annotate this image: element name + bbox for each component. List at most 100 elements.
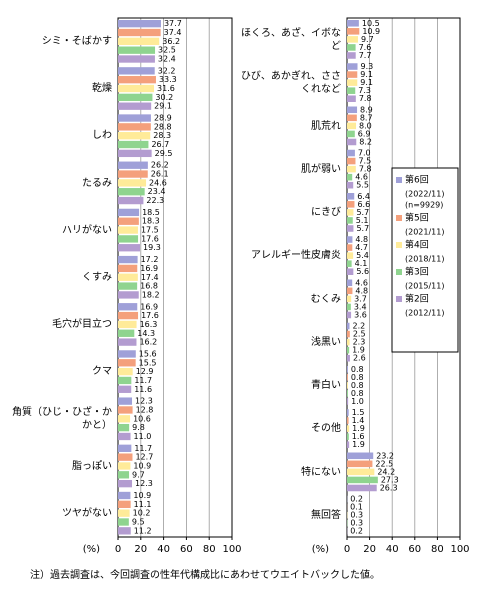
bar <box>347 484 377 492</box>
value-label: 26.3 <box>380 483 398 492</box>
bar <box>347 330 350 338</box>
value-label: 8.9 <box>360 105 373 114</box>
bar <box>347 44 356 51</box>
value-label: 7.8 <box>359 94 372 103</box>
value-label: 16.9 <box>140 264 158 273</box>
bar <box>347 425 350 432</box>
value-label: 9.1 <box>360 78 373 87</box>
bar <box>118 291 139 299</box>
bar <box>347 193 355 200</box>
value-label: 11.2 <box>134 526 152 535</box>
value-label: 11.6 <box>134 385 152 394</box>
value-label: 0.3 <box>350 519 363 528</box>
value-label: 26.1 <box>151 170 169 179</box>
bar <box>118 217 139 225</box>
bar <box>118 338 137 346</box>
value-label: 4.1 <box>355 259 368 268</box>
bar <box>118 453 133 461</box>
value-label: 3.6 <box>354 310 367 319</box>
value-label: 2.3 <box>353 338 366 347</box>
value-label: 11.7 <box>134 376 152 385</box>
value-label: 5.5 <box>356 181 369 190</box>
category-label: ツヤがない <box>62 507 112 519</box>
bar <box>118 123 151 131</box>
value-label: 32.2 <box>158 66 176 75</box>
bar <box>347 165 356 173</box>
value-label: 23.2 <box>376 451 394 460</box>
value-label: 33.3 <box>159 75 177 84</box>
category-label: 浅黒い <box>311 336 341 348</box>
legend-label: 第2回 <box>405 293 429 305</box>
category-label: 脂っぽい <box>72 460 112 472</box>
x-tick-label: 80 <box>203 544 216 555</box>
bar <box>347 268 354 275</box>
value-label: 10.5 <box>362 19 380 28</box>
bar <box>118 509 130 517</box>
category-label: クマ <box>92 366 112 378</box>
value-label: 32.4 <box>158 55 176 64</box>
value-label: 0.8 <box>351 389 364 398</box>
value-label: 5.7 <box>356 208 369 217</box>
value-label: 9.1 <box>360 70 373 79</box>
value-label: 5.6 <box>356 267 369 276</box>
category-label: 角質（ひじ・ひざ・かかと） <box>12 407 112 432</box>
value-label: 2.6 <box>353 354 366 363</box>
bar <box>347 366 348 373</box>
value-label: 1.9 <box>352 424 365 433</box>
value-label: 28.9 <box>154 114 172 123</box>
value-label: 10.2 <box>133 509 151 518</box>
bar <box>347 433 349 440</box>
value-label: 15.6 <box>139 349 157 358</box>
legend-label: 第5回 <box>405 212 429 224</box>
bar <box>118 282 138 290</box>
category-label: 乾燥 <box>92 83 112 95</box>
value-label: 16.8 <box>140 282 158 291</box>
category-label: ほくろ、あざ、イボなど <box>241 27 341 52</box>
bar <box>347 311 352 319</box>
value-label: 36.2 <box>162 37 180 46</box>
x-tick-label: 20 <box>134 544 147 555</box>
x-tick-label: 80 <box>431 544 444 555</box>
bar <box>347 201 355 208</box>
value-label: 0.2 <box>350 527 363 536</box>
value-label: 26.7 <box>151 140 169 149</box>
bar <box>118 208 140 217</box>
bar <box>118 84 155 93</box>
bar <box>118 397 133 405</box>
legend-swatch <box>396 269 402 275</box>
value-label: 9.3 <box>361 62 374 71</box>
value-label: 24.2 <box>377 467 395 476</box>
bar <box>118 264 138 273</box>
value-label: 5.7 <box>356 224 369 233</box>
value-label: 9.7 <box>132 470 145 479</box>
value-label: 4.8 <box>355 286 368 295</box>
bar <box>347 130 355 138</box>
value-label: 5.4 <box>356 251 369 260</box>
value-label: 8.7 <box>360 113 373 122</box>
category-label: 青白い <box>311 380 341 392</box>
value-label: 2.5 <box>353 330 366 339</box>
bar <box>347 236 353 243</box>
bar <box>347 122 357 130</box>
value-label: 3.7 <box>354 294 367 303</box>
value-label: 11.1 <box>134 500 152 509</box>
bar <box>347 354 350 362</box>
value-label: 24.6 <box>149 178 167 187</box>
bar <box>118 320 137 329</box>
bar <box>118 179 147 187</box>
value-label: 2.2 <box>352 322 365 331</box>
value-label: 0.8 <box>351 373 364 382</box>
bar <box>118 385 132 393</box>
bar <box>347 279 353 287</box>
bar <box>347 106 358 114</box>
bar <box>347 338 350 346</box>
x-tick-label: 100 <box>450 544 469 555</box>
value-label: 7.0 <box>358 149 371 158</box>
bar <box>347 409 349 416</box>
value-label: 12.3 <box>135 397 153 406</box>
x-tick-label: 60 <box>180 544 193 555</box>
bar <box>118 235 139 243</box>
bar <box>347 260 352 267</box>
bar <box>347 382 348 389</box>
